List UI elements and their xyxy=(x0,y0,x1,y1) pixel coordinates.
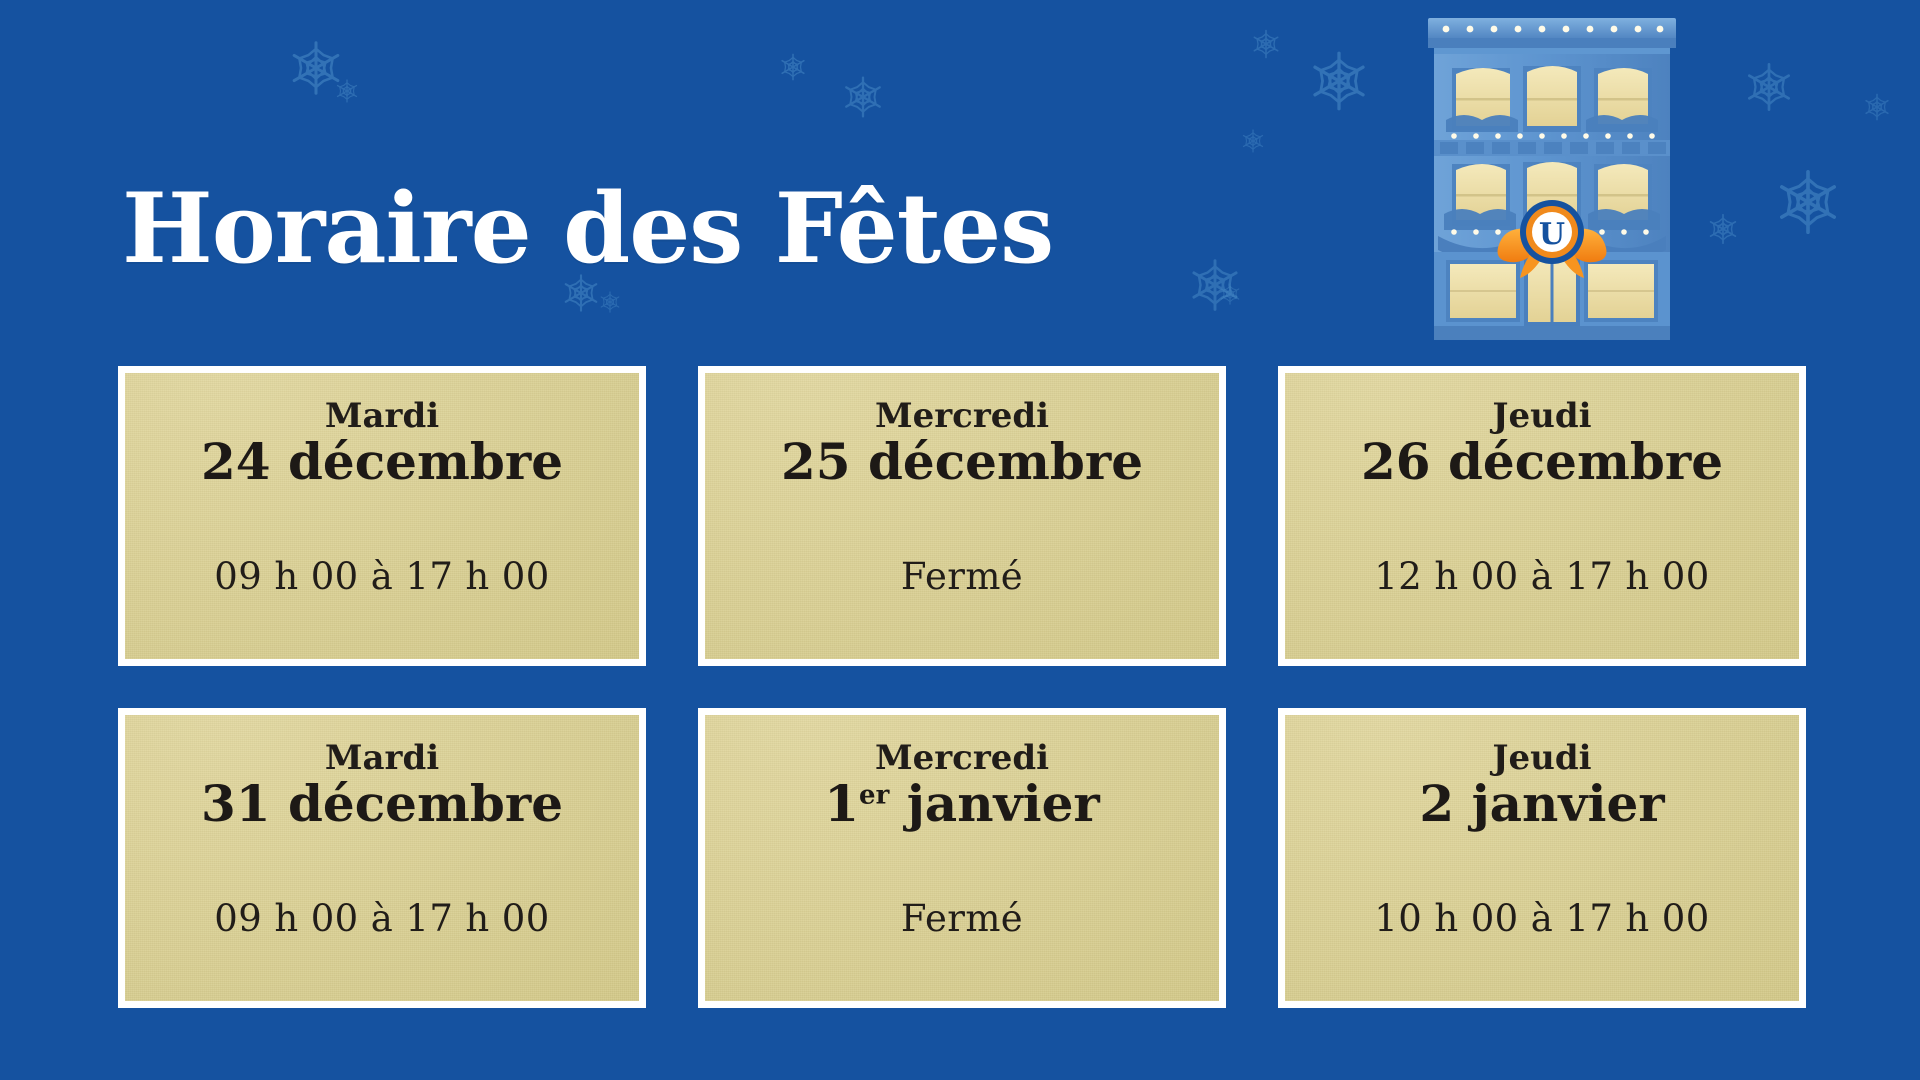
hours-card-body: Mercredi 25 décembre Fermé xyxy=(705,373,1219,659)
hours-card: Mardi 24 décembre 09 h 00 à 17 h 00 xyxy=(118,366,646,666)
card-date-ordinal: er xyxy=(859,780,890,811)
hours-card-body: Mercredi 1er janvier Fermé xyxy=(705,715,1219,1001)
hours-card-body: Jeudi 26 décembre 12 h 00 à 17 h 00 xyxy=(1285,373,1799,659)
card-date-month: janvier xyxy=(889,773,1100,833)
hours-card: Jeudi 26 décembre 12 h 00 à 17 h 00 xyxy=(1278,366,1806,666)
card-date: 31 décembre xyxy=(200,773,564,833)
hours-card: Mercredi 1er janvier Fermé xyxy=(698,708,1226,1008)
card-date: 24 décembre xyxy=(200,431,564,491)
card-date: 25 décembre xyxy=(780,431,1144,491)
snowflake-icon xyxy=(286,38,346,98)
hours-card: Mercredi 25 décembre Fermé xyxy=(698,366,1226,666)
card-opening-hours: 12 h 00 à 17 h 00 xyxy=(1374,555,1710,598)
holiday-hours-grid: Mardi 24 décembre 09 h 00 à 17 h 00 Mercred… xyxy=(118,366,1806,1008)
hours-card-body: Jeudi 2 janvier 10 h 00 à 17 h 00 xyxy=(1285,715,1799,1001)
card-opening-hours: 10 h 00 à 17 h 00 xyxy=(1374,897,1710,940)
store-logo-badge: U xyxy=(1520,200,1584,264)
snowflake-icon xyxy=(1218,282,1242,306)
hours-card: Mardi 31 décembre 09 h 00 à 17 h 00 xyxy=(118,708,646,1008)
card-weekday: Mardi xyxy=(324,396,440,436)
card-date-number: 1 xyxy=(824,773,860,833)
store-illustration: U xyxy=(1424,8,1680,348)
hours-card: Jeudi 2 janvier 10 h 00 à 17 h 00 xyxy=(1278,708,1806,1008)
snowflake-icon xyxy=(334,78,360,104)
snowflake-icon xyxy=(778,52,808,82)
card-weekday: Mercredi xyxy=(874,738,1050,778)
card-weekday: Jeudi xyxy=(1492,738,1592,778)
card-weekday: Mercredi xyxy=(874,396,1050,436)
card-weekday: Jeudi xyxy=(1492,396,1592,436)
snowflake-icon xyxy=(1862,92,1892,122)
hours-card-body: Mardi 31 décembre 09 h 00 à 17 h 00 xyxy=(125,715,639,1001)
snowflake-icon xyxy=(1186,256,1244,314)
card-weekday: Mardi xyxy=(324,738,440,778)
snowflake-icon xyxy=(840,74,886,120)
snowflake-icon xyxy=(1706,212,1740,246)
page-title: Horaire des Fêtes xyxy=(122,172,1054,286)
card-status-closed: Fermé xyxy=(900,555,1024,598)
hours-card-body: Mardi 24 décembre 09 h 00 à 17 h 00 xyxy=(125,373,639,659)
card-date: 26 décembre xyxy=(1360,431,1724,491)
card-opening-hours: 09 h 00 à 17 h 00 xyxy=(214,897,550,940)
snowflake-icon xyxy=(1250,28,1282,60)
svg-text:U: U xyxy=(1539,217,1565,252)
snowflake-icon xyxy=(1240,128,1266,154)
card-date: 1er janvier xyxy=(824,777,1100,830)
card-opening-hours: 09 h 00 à 17 h 00 xyxy=(214,555,550,598)
card-status-closed: Fermé xyxy=(900,897,1024,940)
snowflake-icon xyxy=(1772,166,1844,238)
snowflake-icon xyxy=(1742,60,1796,114)
card-date: 2 janvier xyxy=(1419,773,1665,833)
snowflake-icon xyxy=(1306,48,1372,114)
snowflake-icon xyxy=(598,290,622,314)
